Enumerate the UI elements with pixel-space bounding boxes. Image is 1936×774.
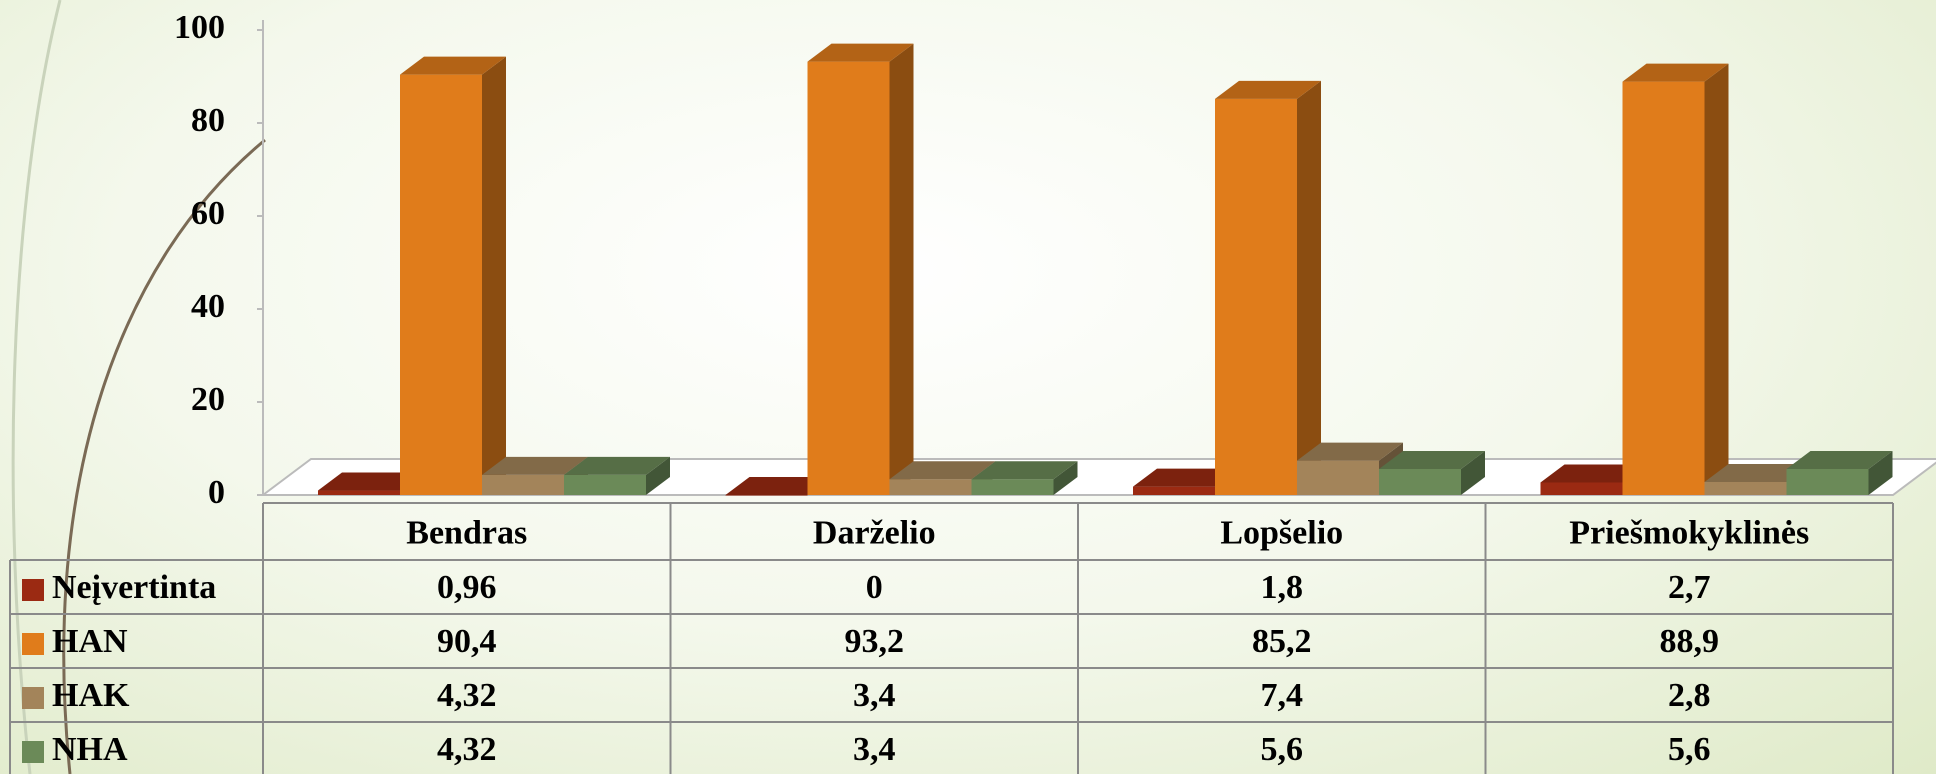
bar-side <box>1461 450 1485 495</box>
bar <box>564 474 646 495</box>
bar <box>725 495 808 496</box>
bar <box>1704 481 1787 495</box>
bar <box>889 479 972 495</box>
legend-swatch <box>22 579 44 601</box>
bar-top <box>1786 450 1893 469</box>
data-label: 88,9 <box>1660 623 1720 660</box>
y-tick-label: 40 <box>191 288 225 325</box>
data-label: 5,6 <box>1261 731 1304 768</box>
bar <box>1379 468 1461 495</box>
bar <box>807 61 890 496</box>
y-tick-label: 60 <box>191 195 225 232</box>
bar <box>1133 486 1215 495</box>
bar <box>1297 460 1379 495</box>
y-tick-label: 0 <box>208 474 225 511</box>
legend-swatch <box>22 633 44 655</box>
bar-top <box>889 461 996 480</box>
legend-label: HAK <box>52 677 130 714</box>
data-label: 85,2 <box>1252 623 1312 660</box>
legend-label: HAN <box>52 623 128 660</box>
legend-swatch <box>22 741 44 763</box>
bar <box>482 474 564 495</box>
bar-top <box>1297 442 1403 461</box>
bar <box>318 490 400 495</box>
bar-top <box>318 472 424 491</box>
bar-top <box>564 456 670 475</box>
bar <box>971 479 1054 495</box>
bar-side <box>482 56 506 495</box>
y-tick-label: 100 <box>174 9 225 46</box>
bar-top <box>725 477 832 495</box>
bar-side <box>1868 450 1893 495</box>
data-label: 3,4 <box>853 677 896 714</box>
data-label: 2,7 <box>1668 569 1711 606</box>
bar-top <box>1622 63 1729 82</box>
data-label: 1,8 <box>1261 569 1304 606</box>
bar-top <box>1704 463 1811 482</box>
data-label: 90,4 <box>437 623 497 660</box>
legend-swatch <box>22 687 44 709</box>
bar-side <box>646 456 670 495</box>
legend-label: NHA <box>52 731 128 768</box>
data-label: 0 <box>866 569 883 606</box>
data-label: 4,32 <box>437 731 497 768</box>
data-label: 0,96 <box>437 569 497 606</box>
x-tick-label: Lopšelio <box>1220 514 1343 551</box>
data-label: 93,2 <box>845 623 905 660</box>
legend-label: Neįvertinta <box>52 569 216 606</box>
bar-side <box>889 43 914 496</box>
bar-top <box>1215 80 1321 99</box>
data-label: 2,8 <box>1668 677 1711 714</box>
bar <box>1786 468 1869 495</box>
x-tick-label: Priešmokyklinės <box>1569 514 1809 551</box>
bar-top <box>400 56 506 75</box>
bar <box>1622 81 1705 496</box>
bar-top <box>1540 464 1647 483</box>
data-label: 5,6 <box>1668 731 1711 768</box>
x-tick-label: Bendras <box>406 514 527 551</box>
y-tick-label: 20 <box>191 381 225 418</box>
decor-curve <box>62 138 266 774</box>
bar-side <box>1053 461 1078 495</box>
bar <box>1540 482 1623 495</box>
bar-top <box>807 43 914 62</box>
bar-top <box>1133 468 1239 487</box>
y-tick-label: 80 <box>191 102 225 139</box>
bar-top <box>1379 450 1485 469</box>
bar <box>1215 98 1297 495</box>
data-label: 3,4 <box>853 731 896 768</box>
data-label: 4,32 <box>437 677 497 714</box>
bar-side <box>1704 63 1729 496</box>
x-tick-label: Darželio <box>813 514 936 551</box>
decor-curve <box>11 0 62 774</box>
bar-side <box>1297 80 1321 495</box>
bar-top <box>971 461 1078 480</box>
bar-top <box>482 456 588 475</box>
data-label: 7,4 <box>1261 677 1304 714</box>
bar <box>400 74 482 495</box>
